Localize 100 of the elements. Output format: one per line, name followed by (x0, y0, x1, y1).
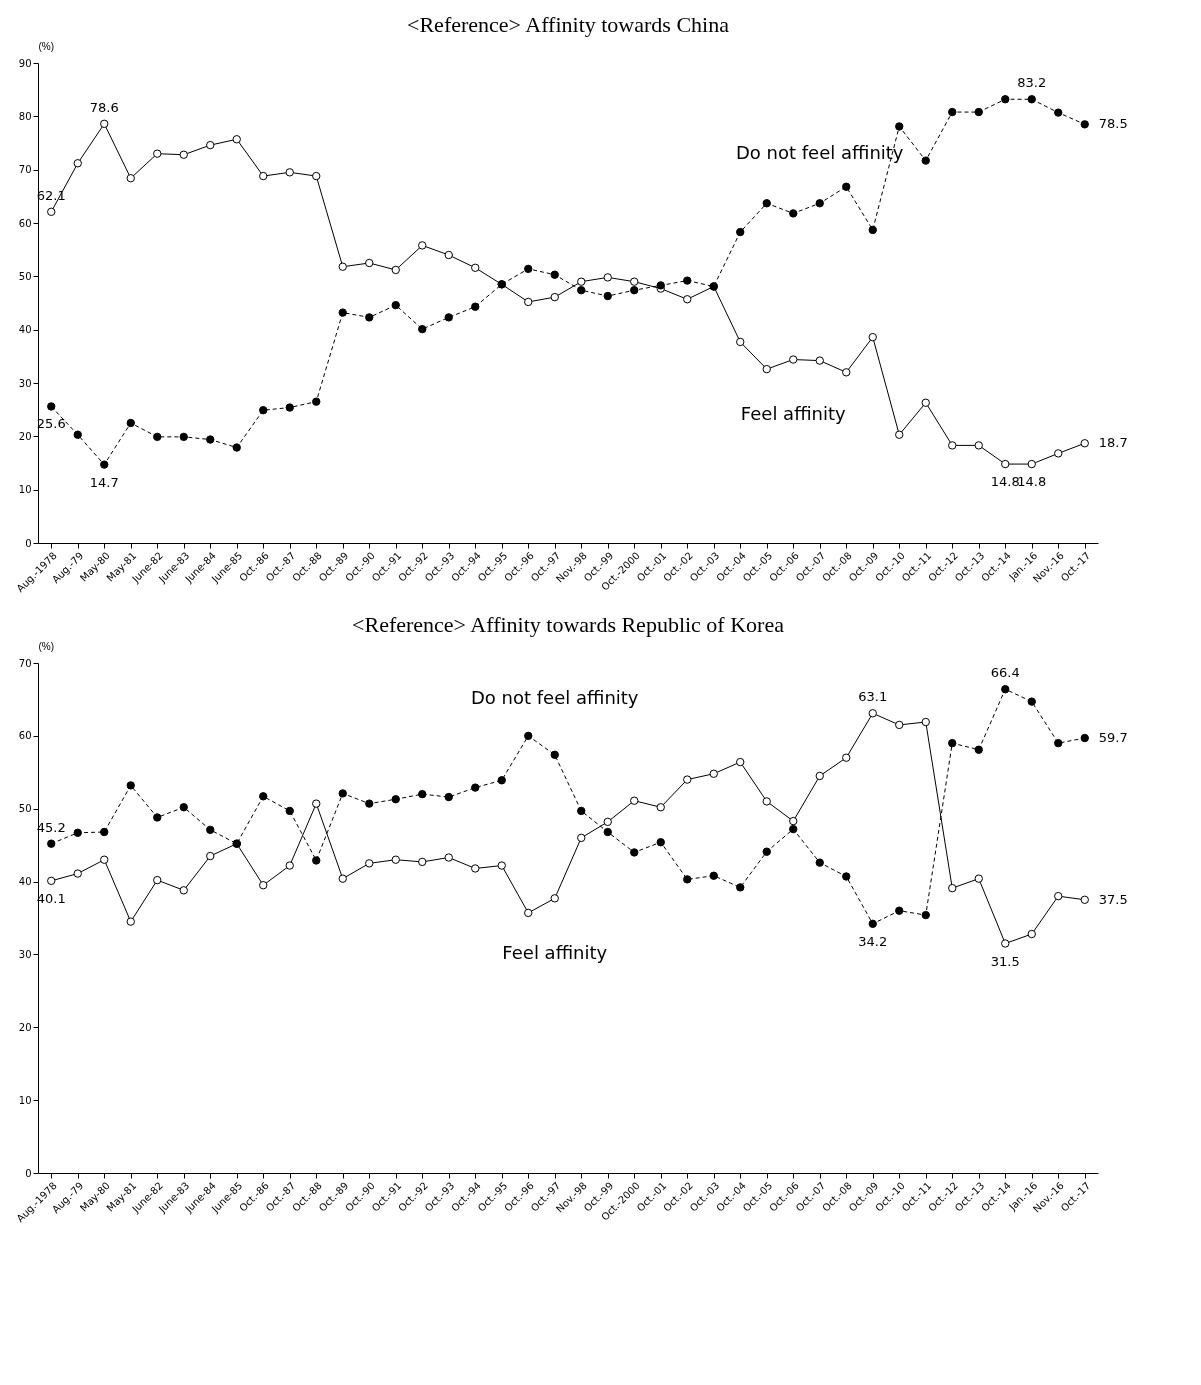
point (1054, 108, 1063, 117)
point (842, 753, 851, 762)
point (206, 825, 215, 835)
point (444, 250, 453, 260)
y-tick-label: 40 (18, 324, 32, 336)
data-label: 78.6 (89, 99, 119, 115)
point (285, 403, 294, 412)
point (550, 894, 559, 903)
point (418, 857, 427, 867)
point (736, 883, 745, 892)
point (789, 816, 798, 826)
point (1054, 891, 1063, 901)
point (736, 757, 745, 767)
point (789, 824, 798, 834)
data-label: 18.7 (1098, 435, 1128, 451)
point (577, 806, 586, 816)
y-tick-label: 10 (18, 484, 32, 496)
data-label: 63.1 (858, 689, 888, 705)
point (391, 300, 400, 310)
y-tick-label: 0 (25, 537, 32, 549)
point (603, 827, 612, 837)
data-label: 34.2 (858, 933, 888, 949)
point (471, 302, 480, 311)
point (259, 881, 268, 890)
point (762, 847, 771, 856)
point (921, 398, 930, 407)
point (762, 199, 771, 208)
point (974, 107, 983, 117)
point (153, 813, 162, 822)
point (259, 171, 268, 181)
y-tick-label: 80 (18, 110, 32, 122)
point (789, 355, 798, 364)
point (1054, 449, 1063, 458)
point (577, 833, 586, 843)
y-tick-label: 30 (18, 948, 32, 960)
point (73, 869, 82, 878)
point (232, 443, 241, 452)
point (842, 182, 851, 191)
point (630, 796, 639, 805)
point (179, 432, 188, 442)
y-tick-label: 20 (18, 1021, 32, 1033)
point (1080, 895, 1089, 904)
y-axis-title: (%) (38, 40, 55, 52)
point (524, 297, 533, 307)
point (126, 917, 135, 926)
point (73, 828, 82, 837)
point (974, 745, 983, 754)
point (126, 418, 135, 428)
point (497, 776, 506, 785)
point (153, 432, 162, 442)
point (312, 397, 321, 406)
point (338, 789, 347, 798)
point (683, 875, 692, 884)
point (391, 795, 400, 804)
point (126, 781, 135, 790)
y-tick-label: 30 (18, 377, 32, 389)
point (603, 817, 612, 827)
point (179, 886, 188, 895)
point (47, 207, 56, 216)
point (736, 337, 745, 347)
point (444, 853, 453, 862)
point (1001, 459, 1010, 469)
point (259, 792, 268, 801)
point (365, 799, 374, 808)
point (683, 295, 692, 304)
y-tick-label: 10 (18, 1094, 32, 1106)
point (418, 241, 427, 250)
point (444, 313, 453, 322)
point (47, 876, 56, 886)
point (656, 838, 665, 847)
point (683, 276, 692, 285)
point (73, 159, 82, 168)
point (391, 855, 400, 864)
point (921, 910, 930, 920)
point (179, 150, 188, 159)
point (365, 859, 374, 868)
point (709, 769, 718, 778)
point (630, 277, 639, 286)
point (338, 262, 347, 271)
y-tick-label: 70 (18, 164, 32, 176)
series-label: Do not feel affinity (735, 141, 904, 163)
point (312, 171, 321, 181)
point (418, 324, 427, 334)
point (868, 225, 877, 235)
point (948, 738, 957, 748)
point (524, 731, 533, 741)
point (100, 827, 109, 837)
point (550, 270, 559, 279)
point (789, 209, 798, 218)
text: Do not feel affinity (470, 687, 639, 709)
series-label: Feel affinity (502, 942, 608, 964)
point (206, 140, 215, 150)
point (895, 430, 904, 439)
point (497, 861, 506, 870)
point (471, 783, 480, 792)
data-label: 66.4 (990, 665, 1020, 681)
point (1080, 439, 1089, 448)
point (524, 264, 533, 274)
point (815, 199, 824, 208)
point (73, 430, 82, 439)
